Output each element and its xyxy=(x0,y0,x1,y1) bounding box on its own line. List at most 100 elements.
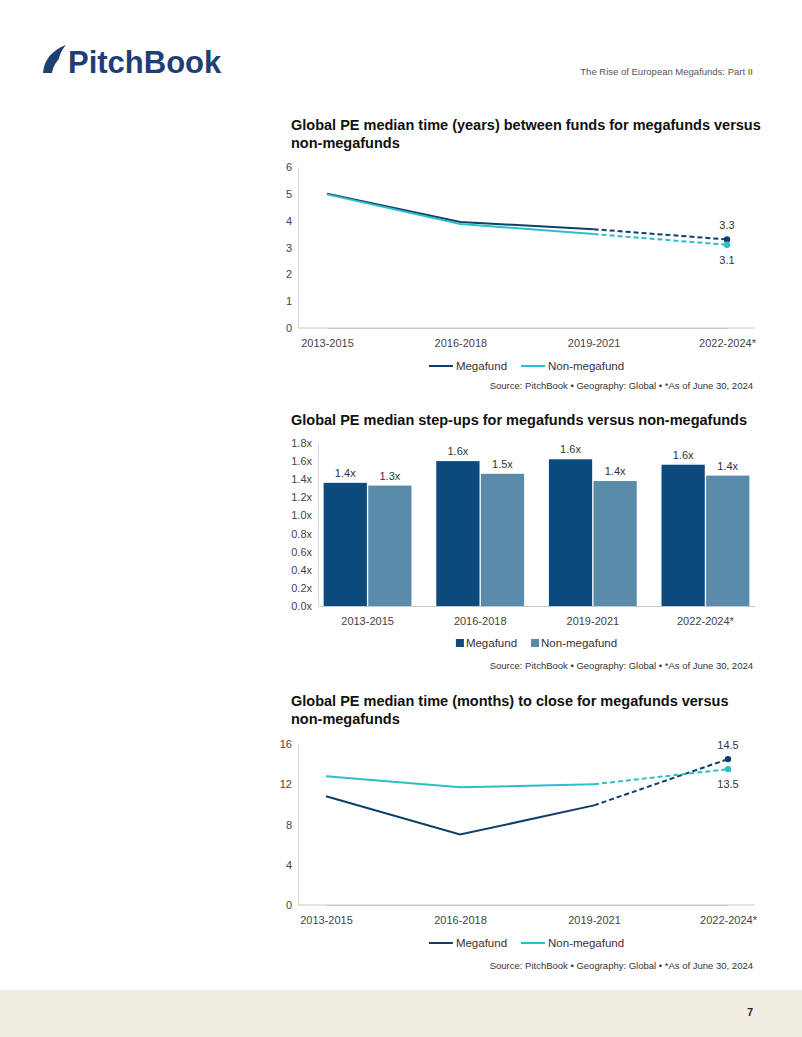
data-label: 1.6x xyxy=(560,443,581,455)
legend-swatch xyxy=(521,365,545,367)
x-axis-line xyxy=(327,905,729,906)
y-tick-label: 12 xyxy=(280,778,292,790)
data-labels: 3.33.1 xyxy=(719,219,734,265)
chart-title: Global PE median time (years) between fu… xyxy=(291,117,761,151)
page-svg: PitchBookThe Rise of European Megafunds:… xyxy=(0,0,802,1037)
legend-label: Non-megafund xyxy=(548,360,624,372)
data-label: 1.5x xyxy=(492,458,513,470)
footer-band xyxy=(0,990,802,1037)
y-axis: 0123456 xyxy=(286,161,299,334)
baseline xyxy=(298,905,755,906)
series-marker xyxy=(724,242,730,248)
header: PitchBookThe Rise of European Megafunds:… xyxy=(43,45,753,80)
y-tick-label: 1.6x xyxy=(291,455,312,467)
data-label: 1.4x xyxy=(717,460,738,472)
y-tick: 0.4x xyxy=(291,564,318,576)
source-note: Source: PitchBook • Geography: Global • … xyxy=(490,960,753,971)
series-line-dashed xyxy=(594,769,728,784)
x-tick-label: 2013-2015 xyxy=(341,615,394,627)
x-tick-label: 2019-2021 xyxy=(568,914,621,926)
legend-item: Megafund xyxy=(429,360,507,372)
y-tick: 3 xyxy=(286,242,298,254)
y-tick: 6 xyxy=(286,161,298,173)
page-number: 7 xyxy=(747,1006,753,1018)
x-tick-label: 2019-2021 xyxy=(568,337,621,349)
series-marker xyxy=(725,766,731,772)
y-tick: 0 xyxy=(286,322,298,334)
x-tick-label: 2016-2018 xyxy=(454,615,507,627)
legend: Megafund Non-megafund xyxy=(429,937,624,949)
y-tick: 0.2x xyxy=(291,582,318,594)
y-tick-label: 0.4x xyxy=(291,564,312,576)
legend-swatch xyxy=(456,639,464,647)
series-marker xyxy=(725,756,731,762)
y-tick: 0 xyxy=(286,899,298,911)
y-tick-label: 1 xyxy=(286,295,292,307)
y-tick-label: 0 xyxy=(286,899,292,911)
logo-icon xyxy=(43,45,66,73)
y-tick-label: 3 xyxy=(286,242,292,254)
x-tick: 2022-2024* xyxy=(677,606,735,627)
y-axis: 0 4 8 12 16 xyxy=(280,738,299,911)
y-tick: 16 xyxy=(280,738,298,750)
plot-area xyxy=(324,459,750,606)
y-tick-label: 0.6x xyxy=(291,546,312,558)
x-tick-label: 2019-2021 xyxy=(567,615,620,627)
data-label: 14.5 xyxy=(717,739,738,751)
x-tick: 2016-2018 xyxy=(435,328,488,349)
page: PitchBookThe Rise of European Megafunds:… xyxy=(0,0,802,1037)
chart: Global PE median step-ups for megafunds … xyxy=(291,412,756,671)
legend: Megafund Non-megafund xyxy=(456,637,617,649)
legend-label: Megafund xyxy=(456,937,507,949)
y-axis-line xyxy=(298,168,299,329)
y-tick-label: 1.0x xyxy=(291,509,312,521)
y-tick: 2 xyxy=(286,268,298,280)
legend-item: Non-megafund xyxy=(521,360,624,372)
y-tick: 1.6x xyxy=(291,455,318,467)
series-line-dashed xyxy=(594,229,727,239)
baseline xyxy=(298,328,755,329)
x-tick-label: 2016-2018 xyxy=(434,914,487,926)
x-tick-label: 2022-2024* xyxy=(699,337,757,349)
data-label: 1.4x xyxy=(335,467,356,479)
data-label: 3.1 xyxy=(719,254,734,266)
legend-swatch xyxy=(429,365,453,367)
x-tick-label: 2013-2015 xyxy=(300,914,353,926)
y-tick-label: 0 xyxy=(286,322,292,334)
x-tick: 2022-2024* xyxy=(699,328,757,349)
data-label: 1.6x xyxy=(673,449,694,461)
y-tick-label: 16 xyxy=(280,738,292,750)
y-tick: 0.0x xyxy=(291,600,318,612)
data-labels: 14.513.5 xyxy=(717,739,738,790)
y-tick: 1.8x xyxy=(291,437,318,449)
chart-title: Global PE median step-ups for megafunds … xyxy=(291,412,747,428)
bar xyxy=(368,486,411,606)
y-tick: 1.4x xyxy=(291,473,318,485)
chart: Global PE median time (years) between fu… xyxy=(286,117,761,391)
x-axis: 2013-2015 2016-2018 2019-2021 2022-2024* xyxy=(301,328,756,349)
legend-label: Non-megafund xyxy=(548,937,624,949)
legend-label: Megafund xyxy=(466,637,517,649)
background xyxy=(0,0,802,1037)
y-tick: 1 xyxy=(286,295,298,307)
x-tick-label: 2022-2024* xyxy=(700,914,758,926)
x-axis: 2013-2015 2016-2018 2019-2021 2022-2024* xyxy=(319,606,756,627)
y-tick-label: 4 xyxy=(286,859,292,871)
y-tick: 5 xyxy=(286,188,298,200)
y-tick: 12 xyxy=(280,778,298,790)
chart: Global PE median time (months) to close … xyxy=(280,693,758,971)
x-tick-label: 2022-2024* xyxy=(677,615,735,627)
legend-item: Non-megafund xyxy=(531,637,617,649)
y-tick-label: 8 xyxy=(286,819,292,831)
x-tick-label: 2016-2018 xyxy=(435,337,488,349)
legend-swatch xyxy=(531,639,539,647)
bar xyxy=(706,476,749,606)
y-tick-label: 5 xyxy=(286,188,292,200)
x-tick: 2019-2021 xyxy=(568,328,621,349)
y-tick: 0.6x xyxy=(291,546,318,558)
x-tick-label: 2013-2015 xyxy=(301,337,354,349)
bar xyxy=(549,459,592,606)
bar xyxy=(324,483,367,606)
x-axis-line xyxy=(328,328,728,329)
series-line xyxy=(327,194,594,234)
